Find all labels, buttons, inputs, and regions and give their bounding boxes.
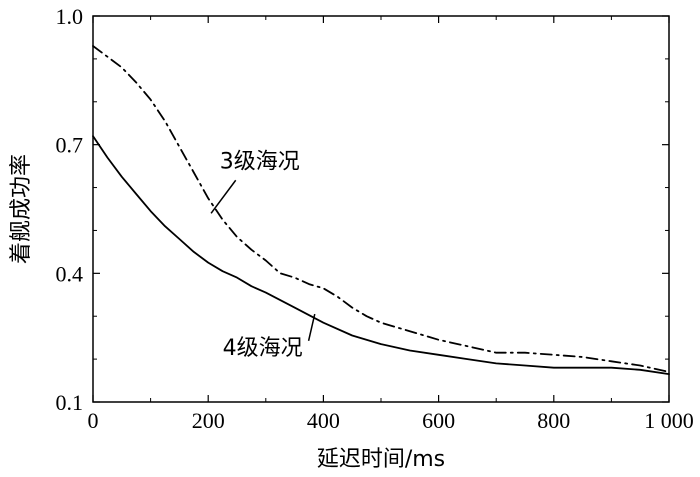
y-tick-label: 0.4 bbox=[56, 261, 84, 286]
x-tick-label: 0 bbox=[88, 408, 99, 433]
y-tick-label: 0.7 bbox=[56, 133, 84, 158]
y-axis-ticks: 0.1 0.4 0.7 1.0 bbox=[56, 4, 669, 415]
x-axis-title: 延迟时间/ms bbox=[317, 447, 445, 472]
y-tick-label: 0.1 bbox=[56, 390, 84, 415]
annotation-leader-line bbox=[307, 313, 316, 341]
series-line-2 bbox=[92, 135, 670, 375]
y-tick-label: 1.0 bbox=[56, 4, 84, 29]
x-tick-label: 1 000 bbox=[644, 408, 694, 433]
series-line-1 bbox=[92, 45, 670, 373]
x-tick-label: 400 bbox=[307, 408, 340, 433]
annotation-label: 4级海况 bbox=[223, 336, 303, 361]
annotation-layer: 3级海况 4级海况 bbox=[210, 149, 316, 361]
series-layer bbox=[92, 45, 670, 375]
x-tick-label: 200 bbox=[192, 408, 225, 433]
annotation-leader-line bbox=[210, 179, 237, 214]
y-axis-title: 着舰成功率 bbox=[9, 154, 34, 264]
x-axis-ticks: 0 200 400 600 800 1 000 bbox=[88, 16, 694, 433]
annotation-label: 3级海况 bbox=[220, 149, 300, 174]
x-tick-label: 800 bbox=[537, 408, 570, 433]
x-tick-label: 600 bbox=[422, 408, 455, 433]
